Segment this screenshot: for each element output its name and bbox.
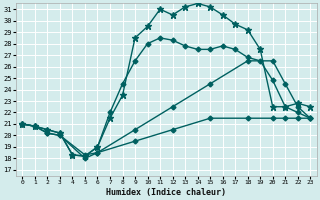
- X-axis label: Humidex (Indice chaleur): Humidex (Indice chaleur): [106, 188, 226, 197]
